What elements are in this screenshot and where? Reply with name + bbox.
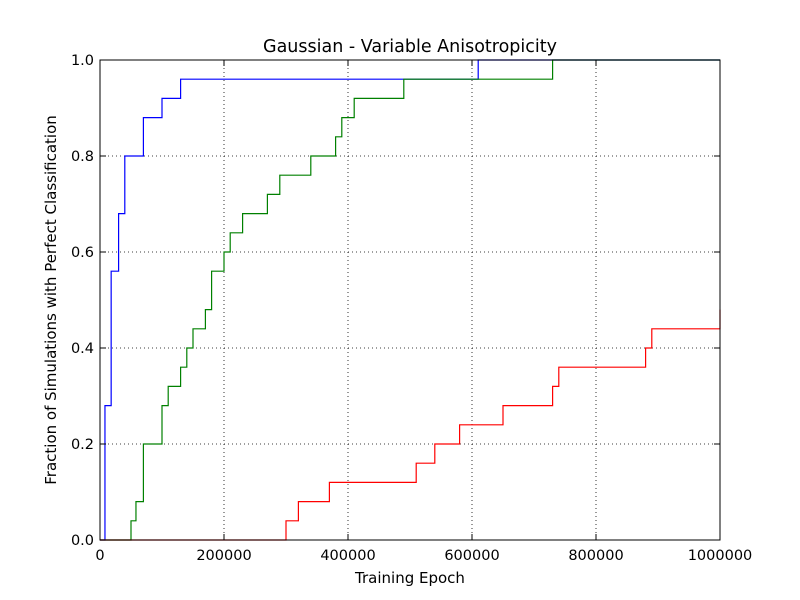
- x-tick-label: 1000000: [688, 548, 753, 564]
- x-axis-title: Training Epoch: [354, 569, 465, 587]
- series-green-line: [100, 59, 720, 541]
- series-layer: [100, 59, 721, 541]
- y-tick-label: 0.6: [71, 245, 94, 261]
- y-tick-label: 1.0: [71, 53, 94, 69]
- y-axis-title: Fraction of Simulations with Perfect Cla…: [42, 115, 60, 485]
- x-tick-label: 400000: [320, 548, 375, 564]
- plot-frame: [99, 59, 721, 541]
- series-blue-line: [100, 59, 720, 541]
- x-tick-label: 200000: [196, 548, 251, 564]
- y-tick-label: 0.2: [71, 437, 94, 453]
- x-tick-label: 0: [95, 548, 104, 564]
- grid-layer: [100, 60, 720, 540]
- y-tick-label: 0.8: [71, 149, 94, 165]
- x-tick-label: 600000: [444, 548, 499, 564]
- series-red-line: [100, 309, 721, 541]
- y-tick-label: 0.0: [71, 533, 94, 549]
- x-tick-label: 800000: [568, 548, 623, 564]
- y-tick-label: 0.4: [71, 341, 94, 357]
- tick-layer: 0 200000 400000 600000 800000 1000000 0.0 0.2 0.…: [71, 53, 752, 564]
- chart-title: Gaussian - Variable Anisotropicity: [263, 37, 557, 57]
